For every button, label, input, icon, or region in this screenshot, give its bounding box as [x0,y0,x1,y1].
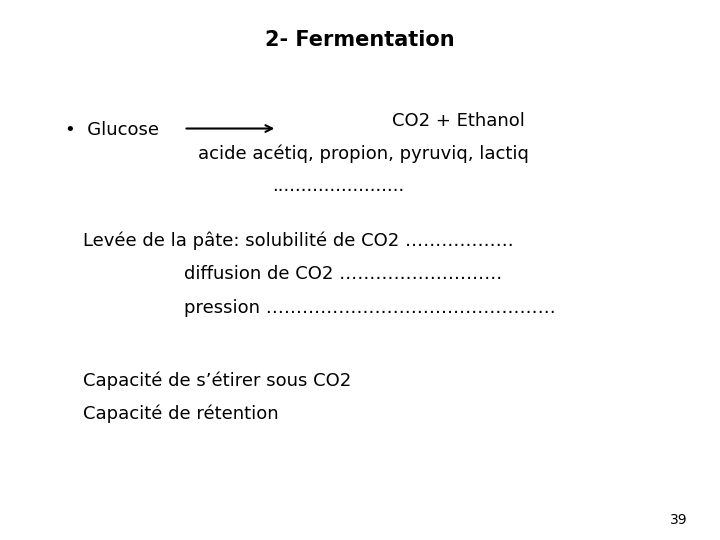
Text: 39: 39 [670,512,688,526]
Text: Capacité de s’étirer sous CO2: Capacité de s’étirer sous CO2 [83,372,351,390]
Text: acide acétiq, propion, pyruviq, lactiq: acide acétiq, propion, pyruviq, lactiq [198,145,529,163]
Text: Levée de la pâte: solubilité de CO2 ………………: Levée de la pâte: solubilité de CO2 …………… [83,231,513,249]
Text: .......................: ....................... [272,177,405,195]
Text: 2- Fermentation: 2- Fermentation [265,30,455,50]
Text: pression …………………………………………: pression ………………………………………… [184,299,555,317]
Text: diffusion de CO2 ………………………: diffusion de CO2 ……………………… [184,265,502,283]
Text: Capacité de rétention: Capacité de rétention [83,405,279,423]
Text: CO2 + Ethanol: CO2 + Ethanol [392,112,526,131]
Text: •  Glucose: • Glucose [65,120,159,139]
